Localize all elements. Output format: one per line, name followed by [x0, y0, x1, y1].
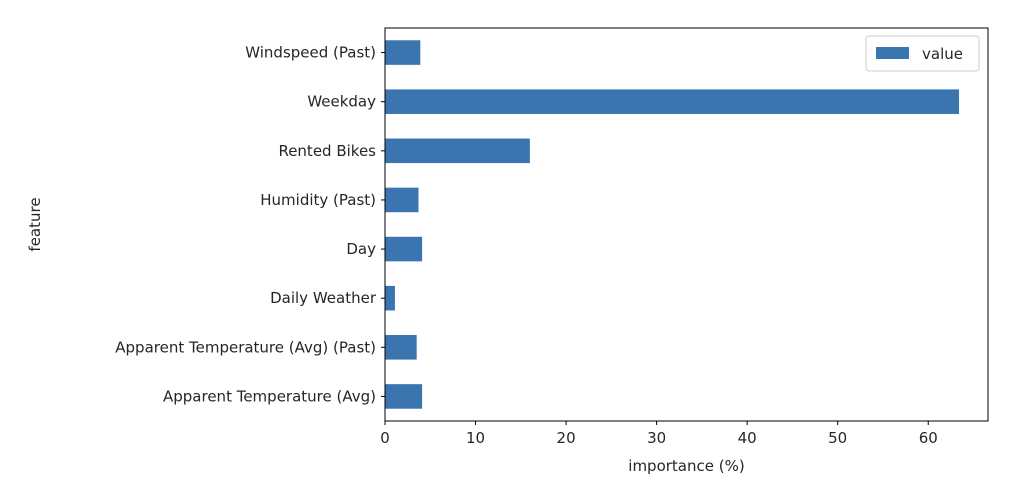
x-tick-label-20: 20	[557, 429, 576, 447]
x-tick-label-50: 50	[828, 429, 847, 447]
x-tick-label-40: 40	[738, 429, 757, 447]
y-tick-label-day: Day	[346, 240, 376, 258]
x-tick-label-0: 0	[380, 429, 390, 447]
y-tick-label-weekday: Weekday	[307, 93, 376, 111]
legend: value	[865, 35, 980, 72]
y-ticks-layer: Windspeed (Past) Weekday Rented Bikes Humid…	[115, 44, 385, 405]
legend-frame	[865, 35, 980, 72]
bars-layer	[385, 40, 960, 409]
y-tick-label-windspeed-past: Windspeed (Past)	[245, 44, 376, 62]
bar-daily-weather	[385, 285, 395, 311]
bar-windspeed-past	[385, 40, 421, 65]
x-tick-label-60: 60	[919, 429, 938, 447]
y-axis-label: feature	[26, 197, 44, 251]
x-ticks-layer: 0 10 20 30 40 50 60	[380, 421, 938, 447]
plot-frame	[384, 27, 989, 422]
bar-day	[385, 236, 423, 262]
y-tick-label-apparent-temperature-avg: Apparent Temperature (Avg)	[163, 387, 376, 405]
bar-apparent-temperature-avg-past	[385, 335, 417, 360]
x-axis-label: importance (%)	[628, 457, 744, 475]
y-tick-label-humidity-past: Humidity (Past)	[260, 191, 376, 209]
bar-rented-bikes	[385, 138, 530, 164]
y-tick-label-apparent-temperature-avg-past: Apparent Temperature (Avg) (Past)	[115, 338, 376, 356]
x-tick-label-30: 30	[647, 429, 666, 447]
bar-apparent-temperature-avg	[385, 384, 423, 409]
legend-entry-value: value	[922, 45, 963, 63]
bar-humidity-past	[385, 187, 419, 213]
y-tick-label-daily-weather: Daily Weather	[270, 289, 377, 307]
legend-swatch	[876, 47, 909, 59]
x-tick-label-10: 10	[466, 429, 485, 447]
y-tick-label-rented-bikes: Rented Bikes	[278, 142, 376, 160]
bar-weekday	[385, 89, 960, 114]
